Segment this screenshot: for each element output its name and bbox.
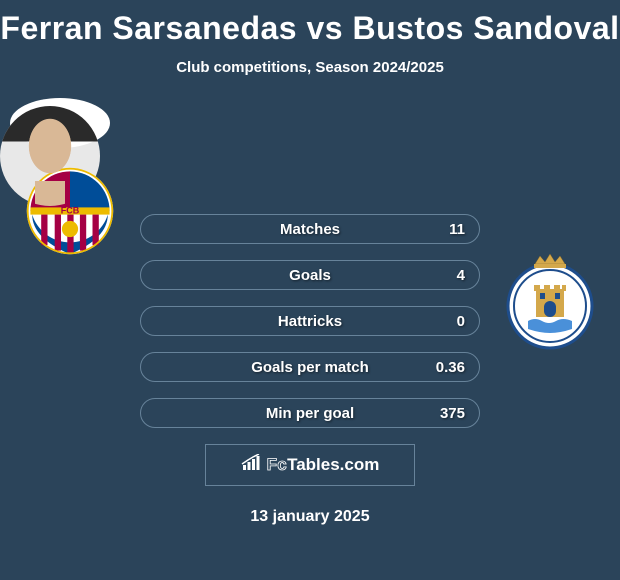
stat-value-right: 0.36 [436, 359, 465, 376]
brand-text: FcTables.com [267, 455, 380, 475]
stats-container: Matches 11 Goals 4 Hattricks 0 Goals per… [140, 206, 480, 428]
player2-avatar [0, 106, 100, 206]
stat-row-matches: Matches 11 [140, 214, 480, 244]
stat-label: Matches [280, 221, 340, 238]
chart-icon [241, 454, 261, 477]
stat-row-min-per-goal: Min per goal 375 [140, 398, 480, 428]
stat-row-goals-per-match: Goals per match 0.36 [140, 352, 480, 382]
player2-face [0, 106, 100, 206]
comparison-content: FCB [0, 106, 620, 526]
stat-value-right: 0 [457, 313, 465, 330]
comparison-date: 13 january 2025 [0, 508, 620, 526]
brand-box: FcTables.com [205, 444, 415, 486]
stat-label: Goals per match [251, 359, 369, 376]
stat-label: Hattricks [278, 313, 342, 330]
player2-club-logo [500, 251, 600, 351]
stat-value-right: 4 [457, 267, 465, 284]
svg-text:FCB: FCB [61, 206, 80, 216]
subtitle: Club competitions, Season 2024/2025 [0, 59, 620, 76]
page-title: Ferran Sarsanedas vs Bustos Sandoval [0, 0, 620, 47]
stat-value-right: 11 [449, 221, 465, 238]
stat-row-hattricks: Hattricks 0 [140, 306, 480, 336]
ponferradina-logo-icon [500, 251, 600, 351]
stat-label: Min per goal [266, 405, 354, 422]
stat-row-goals: Goals 4 [140, 260, 480, 290]
stat-label: Goals [289, 267, 331, 284]
stat-value-right: 375 [440, 405, 465, 422]
